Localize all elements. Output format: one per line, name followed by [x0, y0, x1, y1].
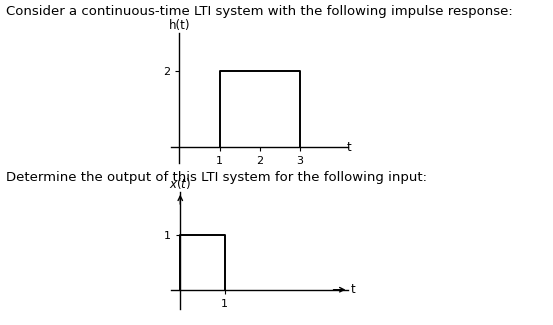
Text: Consider a continuous-time LTI system with the following impulse response:: Consider a continuous-time LTI system wi…	[6, 5, 512, 18]
Text: h(t): h(t)	[169, 20, 190, 32]
Text: Determine the output of this LTI system for the following input:: Determine the output of this LTI system …	[6, 171, 426, 184]
Text: t: t	[346, 141, 351, 154]
Text: t: t	[351, 283, 356, 296]
Text: $x(t)$: $x(t)$	[169, 176, 191, 191]
